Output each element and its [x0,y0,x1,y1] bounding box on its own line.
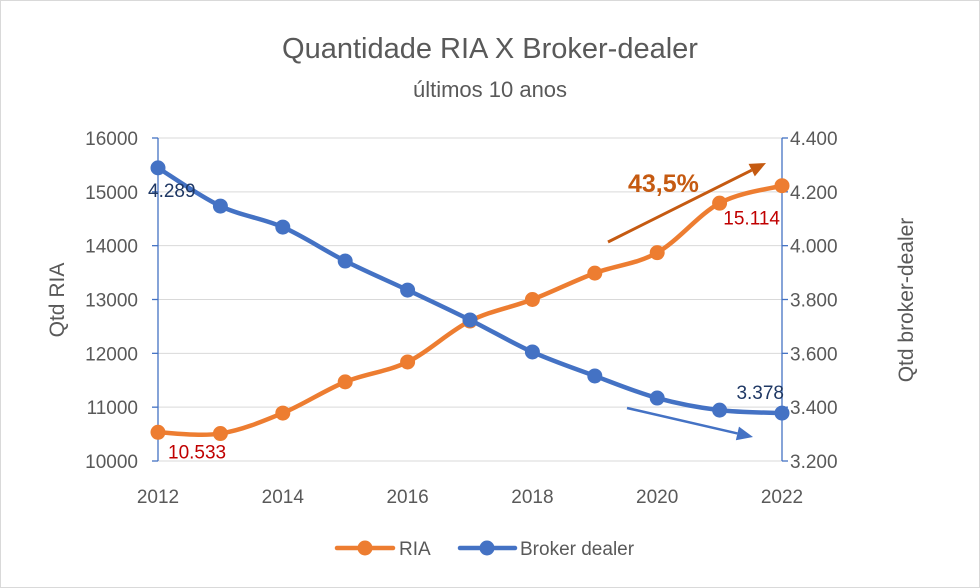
x-axis-tick-label: 2012 [137,487,179,508]
left-axis-tick-label: 10000 [85,452,138,473]
growth-percentage-label: 43,5% [628,170,699,198]
ria-point-2022 [774,178,790,194]
x-axis-tick-label: 2014 [262,487,305,508]
legend-label-ria: RIA [399,539,431,560]
broker-dealer-point-2013 [212,198,228,214]
broker-dealer-point-2015 [337,253,353,269]
ria-point-2021 [712,195,728,211]
right-axis-tick-label: 3.400 [790,398,838,419]
legend-item-broker-dealer: Broker dealer [457,539,635,560]
broker-dealer-point-2021 [712,402,728,418]
arrow-shaft [607,168,753,244]
legend-item-ria: RIA [334,539,431,560]
right-axis-tick-label: 4.200 [790,183,838,204]
chart-subtitle: últimos 10 anos [413,77,567,102]
legend-label-broker-dealer: Broker dealer [520,539,635,560]
left-axis-tick-label: 11000 [87,398,138,419]
legend: RIA Broker dealer [334,539,635,560]
left-axis-tick-label: 13000 [85,291,138,312]
broker-dealer-point-2020 [649,390,665,406]
left-axis-title: Qtd RIA [46,263,69,338]
left-axis-tick-label: 12000 [85,344,138,365]
broker-dealer-series [150,160,790,421]
broker-dealer-point-2017 [462,312,478,328]
broker-dealer-point-2016 [400,282,416,298]
axes: 10000 11000 12000 13000 14000 15000 16000 3.200… [85,129,837,508]
ria-data-label: 10.533 [168,442,226,463]
right-axis-tick-label: 4.000 [790,237,838,258]
ria-data-label: 15.114 [723,209,780,230]
right-axis-tick-label: 3.600 [790,344,838,365]
legend-swatch-marker [357,540,373,556]
broker-dealer-data-label: 3.378 [736,383,784,404]
x-axis-tick-label: 2016 [386,487,428,508]
ria-point-2019 [587,265,603,281]
right-axis-tick-label: 3.800 [790,291,838,312]
gridlines [158,137,782,462]
left-axis-tick-label: 15000 [85,183,138,204]
annotations: 43,5% [607,163,766,441]
ria-point-2018 [524,292,540,307]
arrow-head [735,426,753,441]
broker-dealer-point-2018 [524,344,540,360]
broker-dealer-data-label: 4.289 [148,181,196,202]
right-axis-tick-label: 4.400 [790,129,838,150]
ria-point-2015 [337,374,353,390]
x-axis-tick-label: 2022 [761,487,803,508]
right-axis-title: Qtd broker-dealer [895,218,918,383]
left-axis-tick-label: 16000 [85,129,138,150]
ria-point-2014 [275,405,291,421]
series [150,160,790,442]
broker-dealer-point-2014 [275,219,291,235]
chart-title: Quantidade RIA X Broker-dealer [282,33,698,65]
ria-point-2012 [150,424,166,440]
ria-trend-arrow [607,163,766,244]
ria-point-2020 [649,245,665,261]
broker-dealer-trend-arrow [626,406,753,441]
broker-dealer-point-2022 [774,405,790,421]
legend-swatch-marker [479,540,495,556]
x-axis-tick-label: 2018 [511,487,553,508]
x-axis-tick-label: 2020 [636,487,678,508]
broker-dealer-point-2012 [150,160,166,176]
ria-point-2013 [212,426,228,442]
ria-point-2016 [400,354,416,370]
left-axis-tick-label: 14000 [85,237,138,258]
broker-dealer-point-2019 [587,368,603,384]
arrow-head [748,163,766,177]
data-labels: 10.533 15.114 4.289 3.378 [148,181,784,463]
arrow-shaft [626,406,738,435]
right-axis-tick-label: 3.200 [790,452,838,473]
